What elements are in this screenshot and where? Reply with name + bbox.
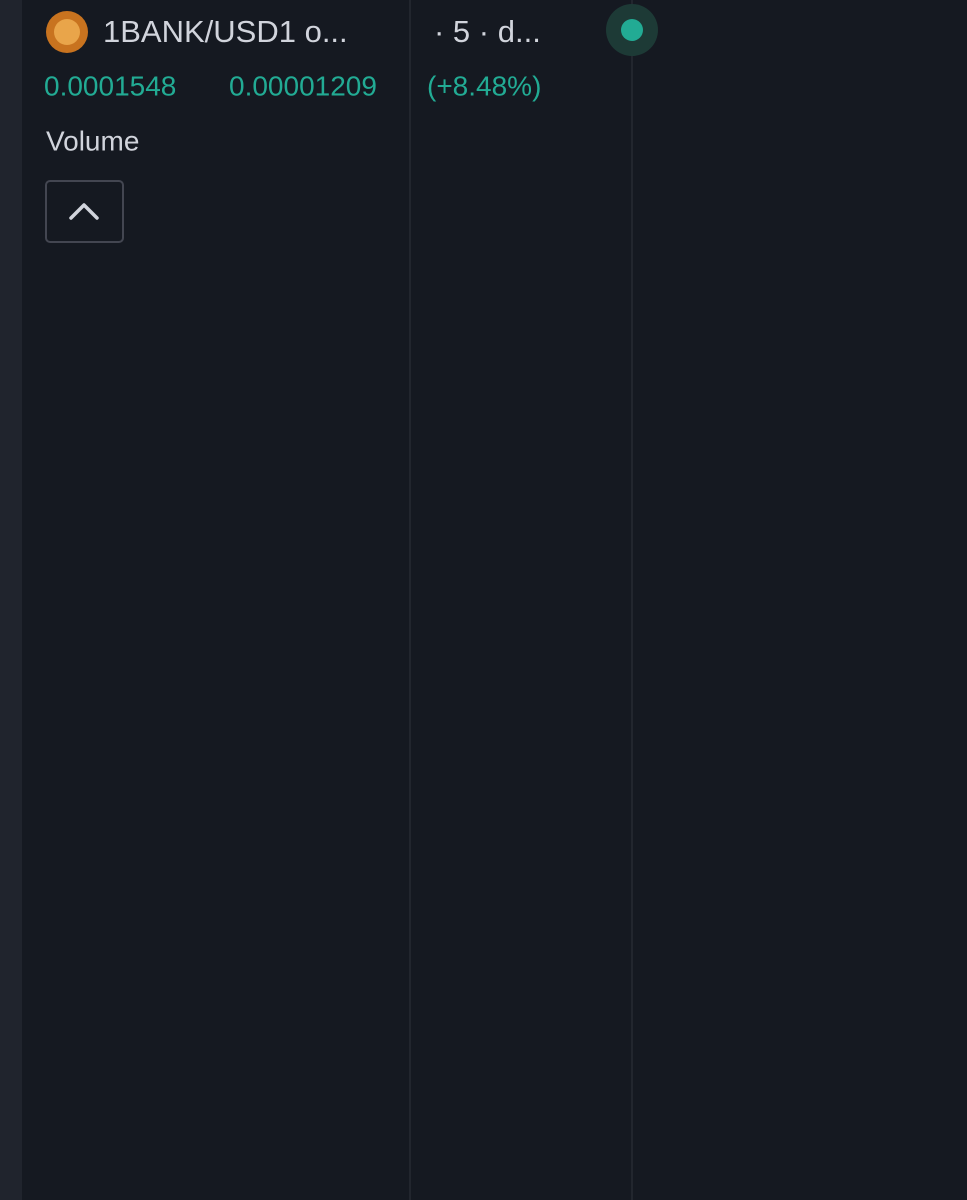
change: 0.00001209 xyxy=(229,70,377,101)
change-pct: (+8.48%) xyxy=(427,70,541,101)
volume-label: Volume xyxy=(46,125,139,156)
coin-icon-inner xyxy=(54,19,80,45)
chevron-up xyxy=(69,203,99,220)
status-dot xyxy=(621,19,643,41)
left-edge xyxy=(0,0,22,1200)
collapse-button[interactable] xyxy=(45,180,124,243)
interval[interactable]: · 5 · d... xyxy=(434,14,541,49)
price: 0.0001548 xyxy=(44,70,176,101)
symbol[interactable]: 1BANK/USD1 o... xyxy=(103,14,348,49)
